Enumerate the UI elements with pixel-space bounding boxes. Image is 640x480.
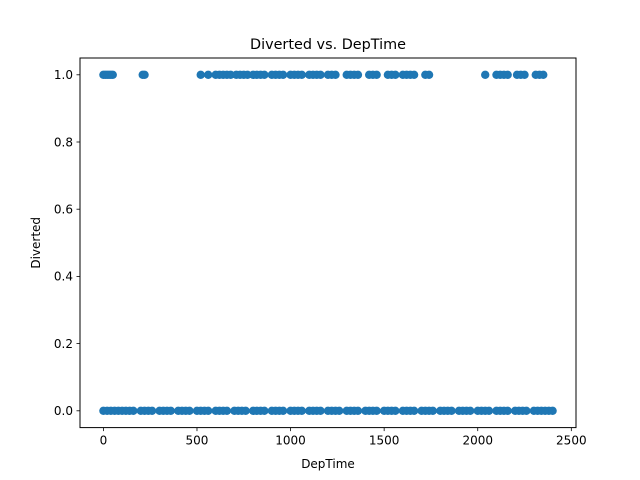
data-point: [409, 70, 419, 80]
data-point: [297, 406, 306, 415]
x-tick-label: 1500: [369, 434, 400, 448]
data-point: [147, 406, 157, 415]
data-point: [353, 70, 363, 80]
x-tick-label: 500: [186, 434, 209, 448]
data-point: [241, 406, 250, 415]
data-point: [503, 70, 512, 80]
plot-frame: [79, 57, 577, 429]
x-axis-label: DepTime: [301, 457, 355, 471]
data-point: [539, 70, 548, 80]
data-point: [391, 70, 400, 80]
y-axis-label: Diverted: [29, 217, 43, 269]
data-point: [316, 70, 325, 80]
y-tick-label: 0.0: [54, 404, 73, 418]
data-point: [447, 406, 456, 415]
y-tick-label: 0.4: [54, 270, 73, 284]
x-axis-ticks: 0 500 1000 1500 2000 2500: [100, 427, 587, 448]
y-tick-label: 1.0: [54, 68, 73, 82]
x-tick-label: 0: [100, 434, 108, 448]
data-point: [466, 406, 475, 415]
data-point: [428, 406, 438, 415]
data-point: [353, 406, 363, 415]
x-tick-label: 2500: [556, 434, 587, 448]
data-point: [372, 406, 381, 415]
y-tick-label: 0.2: [54, 337, 73, 351]
data-point: [196, 70, 205, 80]
y-axis-ticks: 0.0 0.2 0.4 0.6 0.8 1.0: [54, 68, 80, 418]
data-point: [204, 70, 213, 80]
data-point: [166, 406, 175, 415]
data-point: [391, 406, 400, 415]
data-point: [484, 406, 494, 415]
data-point: [335, 406, 344, 415]
data-point: [548, 406, 557, 415]
data-point: [522, 406, 531, 415]
chart-title: Diverted vs. DepTime: [250, 37, 406, 53]
data-point: [481, 70, 490, 80]
data-point: [260, 406, 269, 415]
y-tick-label: 0.8: [54, 135, 73, 149]
data-point: [520, 70, 529, 80]
data-point: [260, 70, 269, 80]
data-point: [140, 70, 149, 80]
y-tick-label: 0.6: [54, 203, 73, 217]
data-point: [129, 406, 138, 415]
data-point: [503, 406, 512, 415]
data-point: [204, 406, 213, 415]
data-point: [409, 406, 419, 415]
data-point: [372, 70, 381, 80]
data-point: [278, 70, 288, 80]
data-point: [424, 70, 434, 80]
data-point: [108, 70, 117, 80]
data-point: [316, 406, 325, 415]
data-points-group: [99, 70, 557, 415]
data-point: [297, 70, 306, 80]
data-point: [331, 70, 340, 80]
data-point: [278, 406, 288, 415]
data-point: [185, 406, 194, 415]
x-tick-label: 1000: [275, 434, 306, 448]
x-tick-label: 2000: [462, 434, 493, 448]
data-point: [222, 406, 232, 415]
